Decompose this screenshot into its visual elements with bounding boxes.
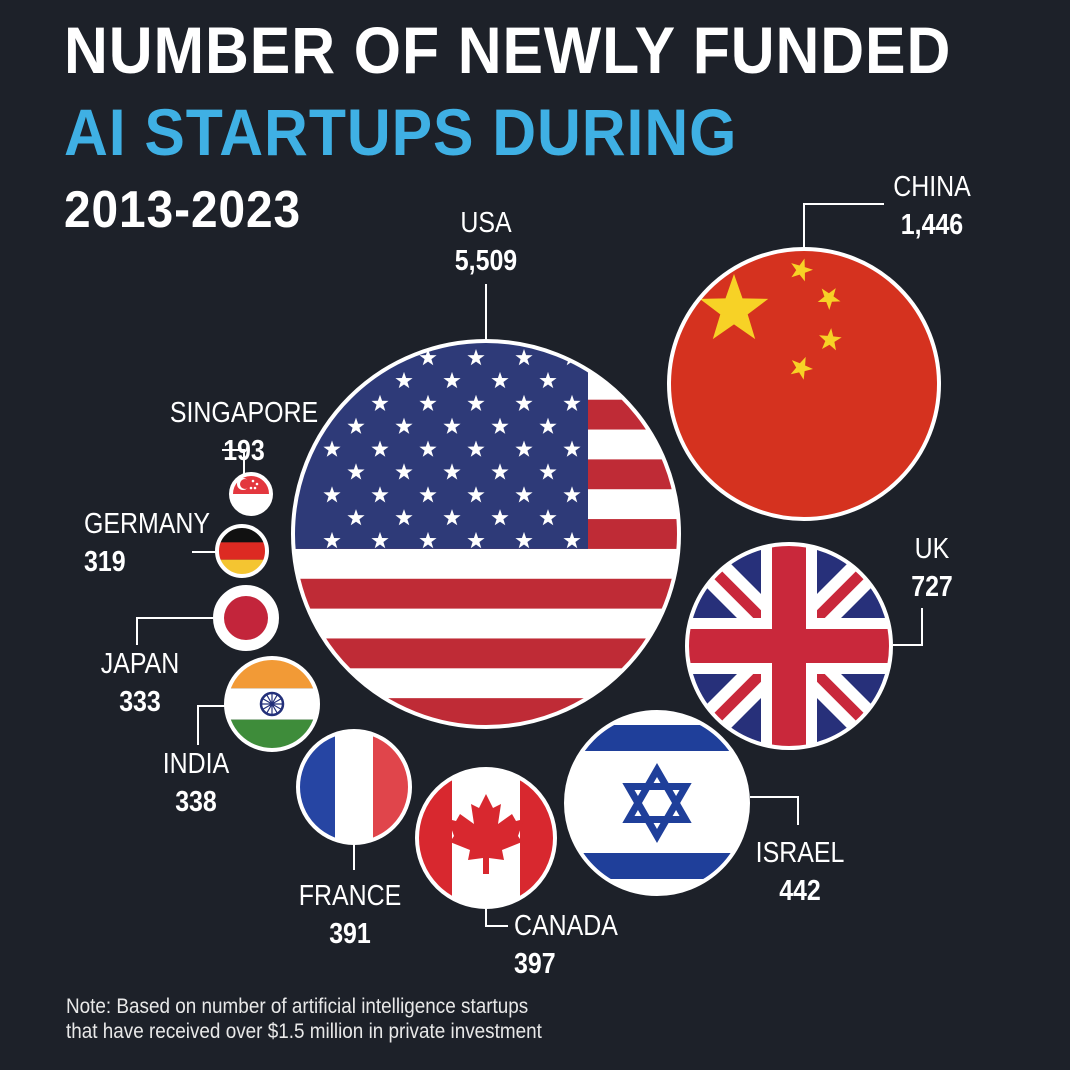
israel-flag bbox=[565, 711, 749, 895]
chart-title-years: 2013-2023 bbox=[64, 181, 302, 239]
footnote-line-1: Note: Based on number of artificial inte… bbox=[66, 995, 529, 1018]
value-germany: 319 bbox=[84, 545, 126, 577]
leader-line-china bbox=[803, 203, 884, 248]
value-japan: 333 bbox=[119, 685, 161, 717]
value-uk: 727 bbox=[911, 570, 953, 602]
bubble-china bbox=[668, 248, 940, 520]
bubble-usa bbox=[292, 340, 680, 728]
bubble-uk bbox=[686, 543, 892, 749]
label-usa: USA bbox=[460, 206, 511, 238]
leader-line-india bbox=[197, 705, 225, 745]
value-canada: 397 bbox=[514, 947, 556, 979]
footnote: Note: Based on number of artificial inte… bbox=[66, 994, 542, 1044]
usa-flag bbox=[292, 340, 680, 728]
leader-line-uk bbox=[893, 608, 923, 646]
value-france: 391 bbox=[329, 917, 371, 949]
value-china: 1,446 bbox=[901, 208, 963, 240]
leader-line-israel bbox=[750, 796, 799, 825]
value-usa: 5,509 bbox=[455, 244, 517, 276]
label-canada: CANADA bbox=[514, 909, 618, 941]
bubble-israel bbox=[565, 711, 749, 895]
label-germany: GERMANY bbox=[84, 507, 210, 539]
label-china: CHINA bbox=[893, 170, 971, 202]
label-india: INDIA bbox=[163, 747, 229, 779]
bubble-outline-germany bbox=[215, 524, 269, 578]
value-israel: 442 bbox=[779, 874, 821, 906]
china-flag bbox=[668, 248, 940, 520]
bubble-outline-canada bbox=[415, 767, 557, 909]
bubble-outline-usa bbox=[291, 339, 681, 729]
value-singapore: 193 bbox=[223, 434, 265, 466]
bubble-outline-singapore bbox=[229, 472, 273, 516]
bubble-outline-china bbox=[667, 247, 941, 521]
bubble-outline-india bbox=[224, 656, 320, 752]
value-india: 338 bbox=[175, 785, 217, 817]
leader-line-japan bbox=[136, 617, 214, 645]
canada-flag bbox=[416, 768, 556, 908]
label-japan: JAPAN bbox=[101, 647, 179, 679]
bubble-outline-france bbox=[296, 729, 412, 845]
leader-line-singapore bbox=[222, 449, 245, 474]
chart-title-line-2: AI STARTUPS DURING bbox=[64, 95, 738, 169]
label-uk: UK bbox=[915, 532, 950, 564]
label-france: FRANCE bbox=[299, 879, 401, 911]
label-israel: ISRAEL bbox=[756, 836, 845, 868]
bubble-canada bbox=[416, 768, 556, 908]
bubble-outline-japan bbox=[213, 585, 279, 651]
chart-title-line-1: NUMBER OF NEWLY FUNDED bbox=[64, 13, 952, 87]
label-singapore: SINGAPORE bbox=[170, 396, 318, 428]
leader-line-canada bbox=[485, 908, 508, 927]
bubble-outline-uk bbox=[685, 542, 893, 750]
uk-flag bbox=[686, 543, 892, 749]
footnote-line-2: that have received over $1.5 million in … bbox=[66, 1020, 542, 1043]
bubble-outline-israel bbox=[564, 710, 750, 896]
